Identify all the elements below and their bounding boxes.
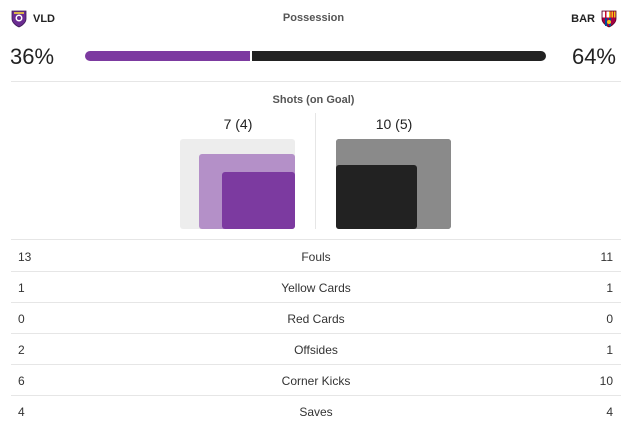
barcelona-crest-icon [601, 10, 617, 28]
stat-row-red-cards: 0 Red Cards 0 [11, 303, 621, 333]
stat-label: Red Cards [287, 312, 345, 326]
stat-away-value: 1 [606, 281, 613, 295]
valladolid-crest-icon [11, 10, 27, 28]
possession-bar [85, 51, 546, 61]
stat-row-fouls: 13 Fouls 11 [11, 241, 621, 271]
home-possession-pct: 36% [10, 44, 55, 69]
home-team-abbr: VLD [33, 13, 55, 25]
stat-row-yellow-cards: 1 Yellow Cards 1 [11, 272, 621, 302]
stat-away-value: 0 [606, 312, 613, 326]
away-team: BAR [571, 9, 617, 29]
stat-label: Corner Kicks [281, 374, 351, 388]
divider [11, 81, 621, 82]
away-shots-count: 10 (5) [375, 116, 413, 132]
stat-away-value: 10 [599, 374, 613, 388]
possession-bar-away [252, 51, 546, 61]
stat-row-corner-kicks: 6 Corner Kicks 10 [11, 365, 621, 395]
stat-label: Fouls [301, 250, 331, 264]
stat-home-value: 2 [18, 343, 25, 357]
divider [11, 302, 621, 303]
home-shots-box [180, 139, 295, 229]
stat-away-value: 4 [606, 405, 613, 419]
away-shots-box [336, 139, 451, 229]
stat-label: Offsides [294, 343, 338, 357]
divider [11, 271, 621, 272]
stat-away-value: 1 [606, 343, 613, 357]
home-shots-count: 7 (4) [223, 116, 253, 132]
divider [11, 333, 621, 334]
stat-home-value: 13 [18, 250, 32, 264]
stat-row-saves: 4 Saves 4 [11, 396, 621, 426]
stat-label: Yellow Cards [281, 281, 351, 295]
possession-title: Possession [282, 12, 345, 24]
shots-divider [315, 113, 316, 229]
away-possession-pct: 64% [571, 44, 616, 69]
stat-row-offsides: 2 Offsides 1 [11, 334, 621, 364]
stat-home-value: 4 [18, 405, 25, 419]
possession-bar-home [85, 51, 250, 61]
stat-home-value: 0 [18, 312, 25, 326]
away-team-abbr: BAR [571, 13, 595, 25]
stat-home-value: 1 [18, 281, 25, 295]
stat-home-value: 6 [18, 374, 25, 388]
divider [11, 395, 621, 396]
home-shots-on-goal-bar [222, 172, 295, 229]
divider [11, 364, 621, 365]
stat-label: Saves [299, 405, 333, 419]
stat-away-value: 11 [600, 250, 613, 264]
divider [11, 239, 621, 240]
away-shots-on-goal-bar [336, 165, 417, 229]
shots-title: Shots (on Goal) [272, 94, 355, 106]
home-team: VLD [11, 9, 55, 29]
